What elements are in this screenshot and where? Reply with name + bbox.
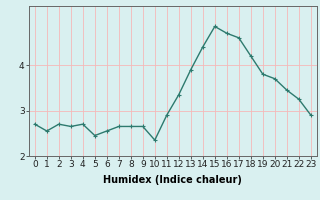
X-axis label: Humidex (Indice chaleur): Humidex (Indice chaleur) (103, 175, 242, 185)
